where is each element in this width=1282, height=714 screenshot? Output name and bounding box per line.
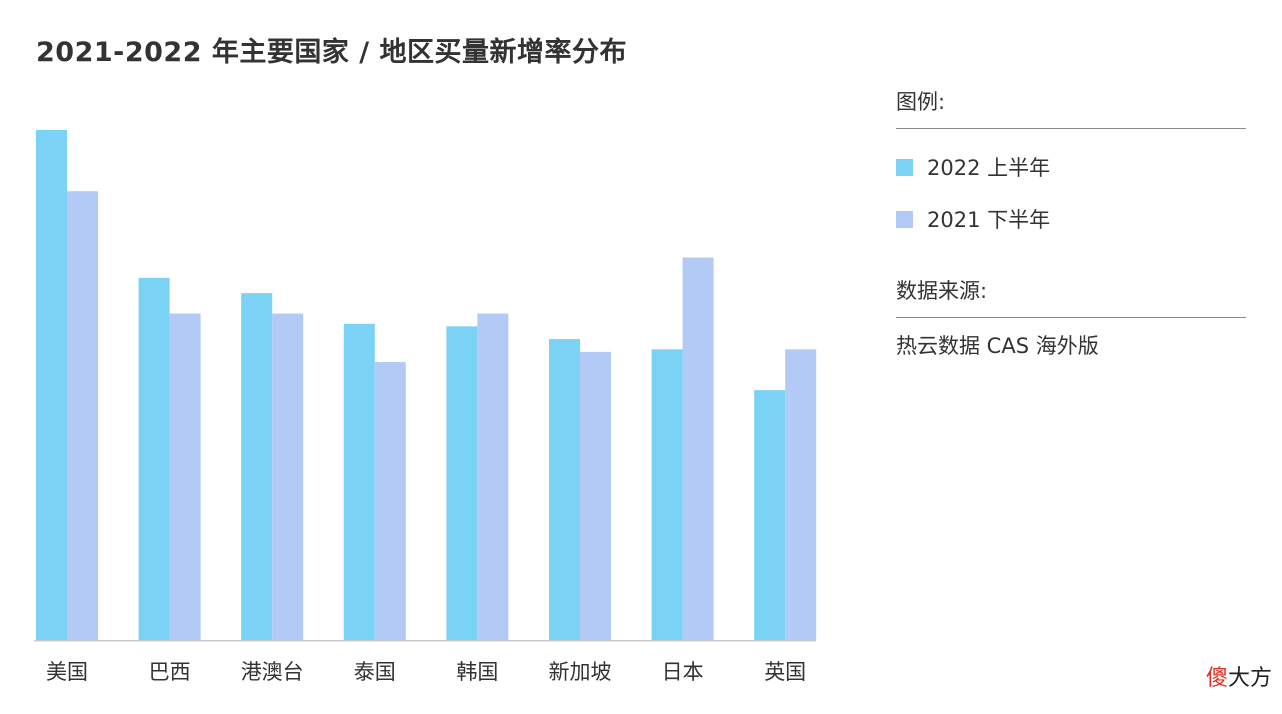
chart-title: 2021-2022 年主要国家 / 地区买量新增率分布 xyxy=(36,37,628,68)
x-tick-labels: 美国 巴西 港澳台 泰国 韩国 新加坡 日本 英国 xyxy=(46,660,806,684)
bar-series2-7 xyxy=(785,349,817,640)
x-tick-label: 美国 xyxy=(46,660,88,684)
bar-series1-3 xyxy=(343,323,375,640)
legend-label-2022-h1: 2022 上半年 xyxy=(927,156,1051,180)
legend-swatch-2022-h1 xyxy=(896,158,913,176)
bar-series2-0 xyxy=(67,191,98,640)
x-tick-label: 新加坡 xyxy=(549,660,612,684)
bar-series2-4 xyxy=(477,313,509,640)
bar-series2-5 xyxy=(580,351,611,640)
bar-series1-7 xyxy=(754,390,786,640)
bars-group xyxy=(36,130,817,640)
bar-series1-4 xyxy=(446,326,478,640)
data-source-title: 数据来源: xyxy=(896,275,1246,318)
watermark-logo: 傻大方 xyxy=(1206,660,1272,692)
legend-item-2022-h1: 2022 上半年 xyxy=(896,141,1246,193)
x-tick-label: 英国 xyxy=(764,660,806,684)
legend-item-2021-h2: 2021 下半年 xyxy=(896,193,1246,245)
bar-series2-6 xyxy=(682,257,714,640)
x-tick-label: 韩国 xyxy=(456,660,498,684)
x-tick-label: 巴西 xyxy=(149,660,191,684)
watermark-rest: 大方 xyxy=(1227,666,1272,691)
legend-label-2021-h2: 2021 下半年 xyxy=(927,208,1051,232)
bar-chart: 美国 巴西 港澳台 泰国 韩国 新加坡 日本 英国 xyxy=(34,130,817,684)
legend-panel: 图例: 2022 上半年 2021 下半年 数据来源: 热云数据 CAS 海外版 xyxy=(896,86,1246,360)
data-source-block: 数据来源: 热云数据 CAS 海外版 xyxy=(896,275,1246,360)
bar-series2-3 xyxy=(374,362,406,640)
bar-series1-5 xyxy=(549,339,580,640)
bar-series1-1 xyxy=(138,277,170,640)
bar-series1-2 xyxy=(241,293,273,640)
bar-series2-1 xyxy=(169,313,201,640)
x-tick-label: 泰国 xyxy=(354,660,396,684)
data-source-text: 热云数据 CAS 海外版 xyxy=(896,334,1099,358)
legend-swatch-2021-h2 xyxy=(896,210,913,228)
x-tick-label: 日本 xyxy=(662,660,704,684)
legend-title: 图例: xyxy=(896,86,1246,129)
x-tick-label: 港澳台 xyxy=(241,660,304,684)
legend-items: 2022 上半年 2021 下半年 xyxy=(896,129,1246,245)
bar-series1-6 xyxy=(651,349,683,640)
watermark-first-char: 傻 xyxy=(1205,666,1228,691)
bar-series2-2 xyxy=(272,313,304,640)
bar-series1-0 xyxy=(36,130,67,640)
